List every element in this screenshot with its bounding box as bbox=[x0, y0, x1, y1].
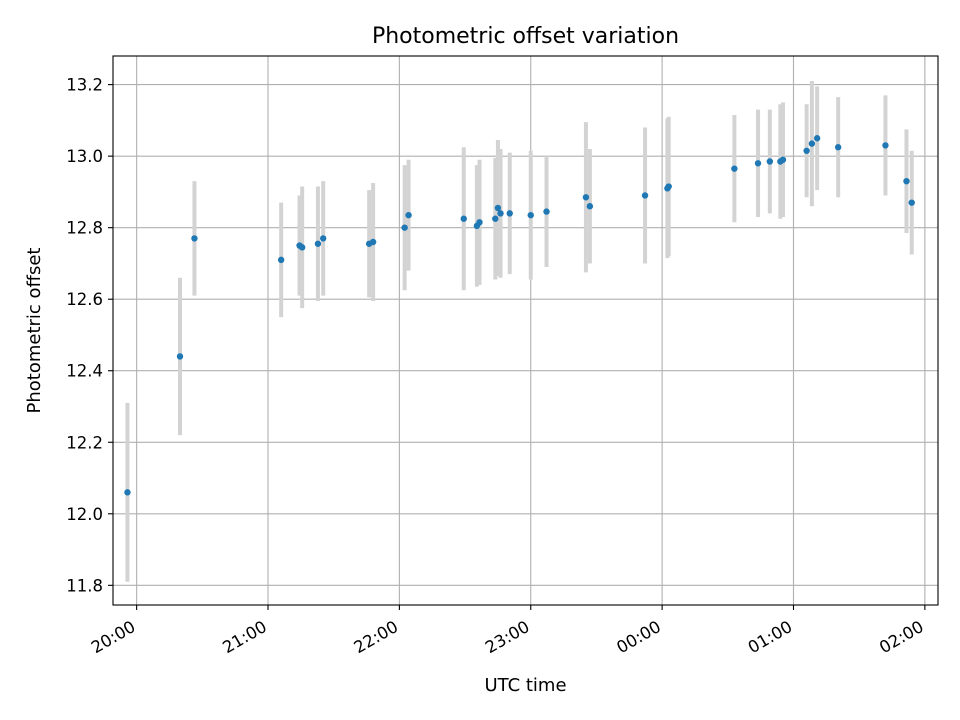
data-point bbox=[766, 158, 774, 165]
chart-title: Photometric offset variation bbox=[372, 24, 679, 49]
data-point bbox=[314, 240, 322, 247]
data-point bbox=[405, 211, 412, 219]
y-tick-label: 12.8 bbox=[66, 219, 103, 238]
data-point bbox=[494, 204, 502, 212]
data-point bbox=[298, 244, 306, 251]
data-point bbox=[506, 210, 513, 217]
data-point bbox=[369, 238, 377, 246]
data-point bbox=[779, 156, 787, 163]
data-point bbox=[586, 203, 594, 210]
grid bbox=[113, 56, 938, 605]
data-point bbox=[401, 224, 408, 231]
data-point bbox=[124, 489, 131, 496]
data-point bbox=[808, 140, 816, 147]
data-point bbox=[492, 215, 499, 222]
data-point bbox=[543, 208, 550, 215]
data-point bbox=[527, 211, 534, 219]
plot-frame bbox=[112, 55, 939, 606]
data-point bbox=[731, 165, 738, 172]
y-tick-label: 11.8 bbox=[66, 576, 103, 595]
data-point bbox=[497, 210, 504, 217]
y-tick-label: 13.2 bbox=[66, 76, 103, 95]
data-points bbox=[124, 135, 915, 496]
data-point bbox=[665, 183, 672, 190]
data-point bbox=[813, 135, 821, 142]
data-point bbox=[882, 142, 889, 149]
data-point bbox=[834, 144, 842, 151]
data-point bbox=[319, 235, 327, 242]
y-tick-label: 12.4 bbox=[66, 362, 103, 381]
y-tick-label: 12.6 bbox=[66, 290, 103, 309]
y-axis: 11.8 12.0 12.2 12.4 12.6 12.8 13.0 13.2 bbox=[66, 76, 113, 595]
data-point bbox=[582, 194, 590, 201]
y-tick-label: 13.0 bbox=[66, 147, 103, 166]
data-point bbox=[176, 353, 184, 360]
data-point bbox=[754, 160, 762, 167]
x-axis-label: UTC time bbox=[484, 675, 566, 696]
data-point bbox=[641, 192, 649, 199]
y-tick-label: 12.0 bbox=[66, 505, 103, 524]
y-axis-label: Photometric offset bbox=[24, 248, 45, 414]
data-point bbox=[277, 256, 285, 264]
data-point bbox=[908, 199, 915, 206]
data-point bbox=[803, 147, 810, 154]
data-point bbox=[191, 235, 198, 242]
data-point bbox=[460, 215, 467, 222]
y-tick-label: 12.2 bbox=[66, 433, 103, 452]
data-point bbox=[476, 219, 483, 226]
data-point bbox=[903, 177, 910, 185]
